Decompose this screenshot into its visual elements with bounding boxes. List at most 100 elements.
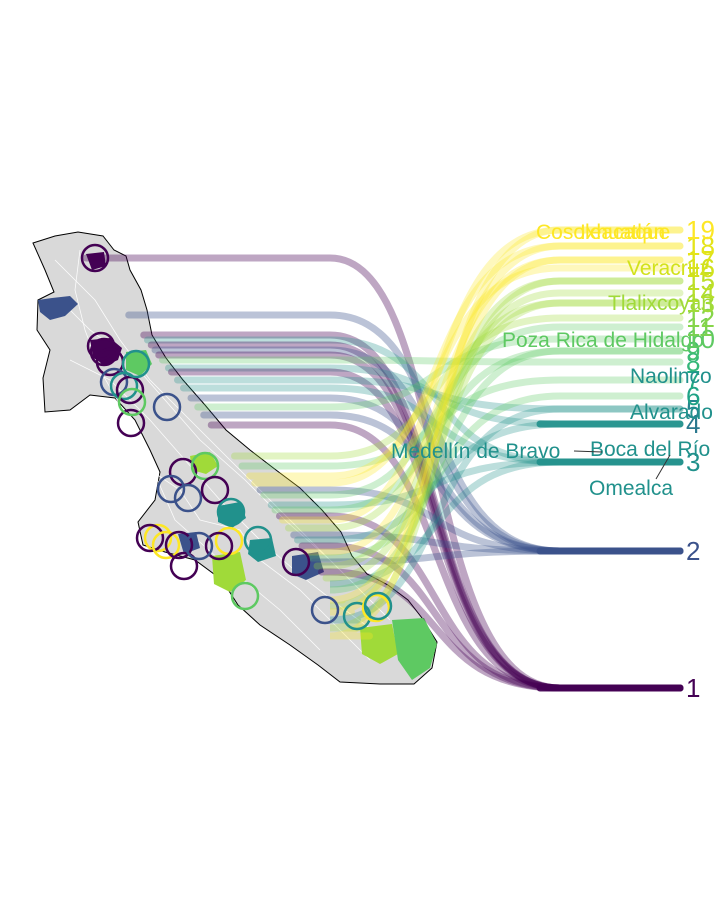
municipality-label: Naolinco [630, 365, 712, 388]
veracruz-state-map [32, 231, 438, 685]
rank-label-12: 12 [686, 303, 715, 333]
municipality-marker [310, 595, 340, 625]
municipality-marker [184, 531, 214, 561]
flow-line [187, 394, 684, 555]
flow-line [267, 458, 684, 509]
flow-line [155, 351, 684, 692]
municipality-marker [230, 581, 260, 611]
rank-label-4: 4 [686, 409, 700, 439]
rank-label-2: 2 [686, 536, 700, 566]
flow-line [271, 347, 684, 514]
municipality-label: Alvarado [630, 401, 713, 424]
municipality-marker [164, 530, 194, 560]
municipality-marker [216, 497, 246, 527]
municipality-label: Cosoleacaque [536, 221, 670, 244]
municipality-label: Poza Rica de Hidalgo [502, 329, 704, 352]
municipality-label: Omealca [589, 477, 673, 500]
municipality-marker [173, 483, 203, 513]
municipality-marker [243, 525, 273, 555]
municipality-marker [135, 523, 165, 553]
rank-label-9: 9 [686, 336, 700, 366]
municipality-marker [116, 408, 146, 438]
municipality-label: Medellín de Bravo [391, 440, 560, 463]
flow-line [151, 346, 684, 555]
rank-label-19: 19 [686, 215, 715, 245]
municipality-marker [156, 474, 186, 504]
municipality-marker [190, 451, 220, 481]
rank-label-7: 7 [686, 365, 700, 395]
municipality-markers [80, 243, 393, 631]
flow-line [290, 531, 684, 555]
flow-line [231, 314, 684, 460]
rank-flow-lines [82, 226, 684, 692]
rank-label-8: 8 [686, 347, 700, 377]
municipality-marker [281, 547, 311, 577]
flow-line [276, 512, 684, 692]
flow-line [318, 568, 684, 692]
municipality-marker [200, 475, 230, 505]
rank-label-18: 18 [686, 231, 715, 261]
rank-label-13: 13 [686, 288, 715, 318]
municipality-label: Veracruz [627, 257, 710, 280]
rank-label-14: 14 [686, 278, 715, 308]
rank-label-1: 1 [686, 673, 700, 703]
municipality-marker [363, 591, 393, 621]
flow-line [147, 341, 684, 692]
flow-line [327, 458, 684, 588]
flow-line [165, 364, 684, 428]
municipality-marker [169, 551, 199, 581]
flow-line [159, 356, 684, 366]
municipality-label: Tlalixcoyan [608, 292, 713, 315]
municipality-marker [115, 375, 145, 405]
municipality-marker [117, 387, 147, 417]
flow-line [200, 411, 684, 555]
flow-line [313, 277, 684, 570]
flow-line [256, 486, 684, 555]
municipal-boundary [74, 249, 321, 651]
rank-label-16: 16 [686, 253, 715, 283]
municipality-marker [121, 349, 151, 379]
flow-line [238, 376, 684, 470]
municipality-marker [86, 331, 116, 361]
rank-label-15: 15 [686, 266, 715, 296]
flow-line [168, 368, 684, 692]
label-leader-line [573, 450, 603, 453]
flow-line [329, 226, 684, 640]
rank-label-11: 11 [686, 312, 713, 342]
rank-label-10: 10 [686, 324, 715, 354]
flow-line [303, 256, 684, 556]
flow-line [260, 323, 684, 499]
flow-line [144, 336, 684, 466]
rank-label-3: 3 [686, 447, 700, 477]
flow-line [279, 226, 684, 524]
municipality-marker [152, 392, 182, 422]
rank-label-5: 5 [686, 394, 700, 424]
municipality-marker [361, 593, 391, 623]
label-leader-line [655, 454, 671, 480]
flow-line [294, 420, 684, 544]
state-outline [32, 231, 438, 685]
flow-line [329, 299, 684, 610]
flow-line [180, 384, 684, 466]
flow-line [207, 421, 684, 692]
flow-line [329, 347, 684, 594]
flow-line [310, 547, 684, 566]
flow-line [125, 311, 684, 555]
flow-line [246, 264, 684, 480]
flow-line [298, 542, 684, 692]
rank-label-6: 6 [686, 381, 700, 411]
municipality-label: Ixhuatlán [580, 221, 665, 244]
highlighted-municipalities [38, 252, 437, 680]
flow-line [322, 289, 684, 582]
flow-line [82, 254, 684, 692]
municipality-marker [109, 371, 139, 401]
flow-line [251, 242, 684, 487]
municipality-marker [80, 243, 110, 273]
flow-line [307, 392, 684, 562]
municipality-marker [143, 523, 173, 553]
flow-line [194, 335, 684, 411]
municipality-marker [204, 531, 234, 561]
